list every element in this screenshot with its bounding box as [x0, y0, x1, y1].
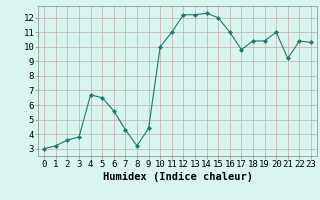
- X-axis label: Humidex (Indice chaleur): Humidex (Indice chaleur): [103, 172, 252, 182]
